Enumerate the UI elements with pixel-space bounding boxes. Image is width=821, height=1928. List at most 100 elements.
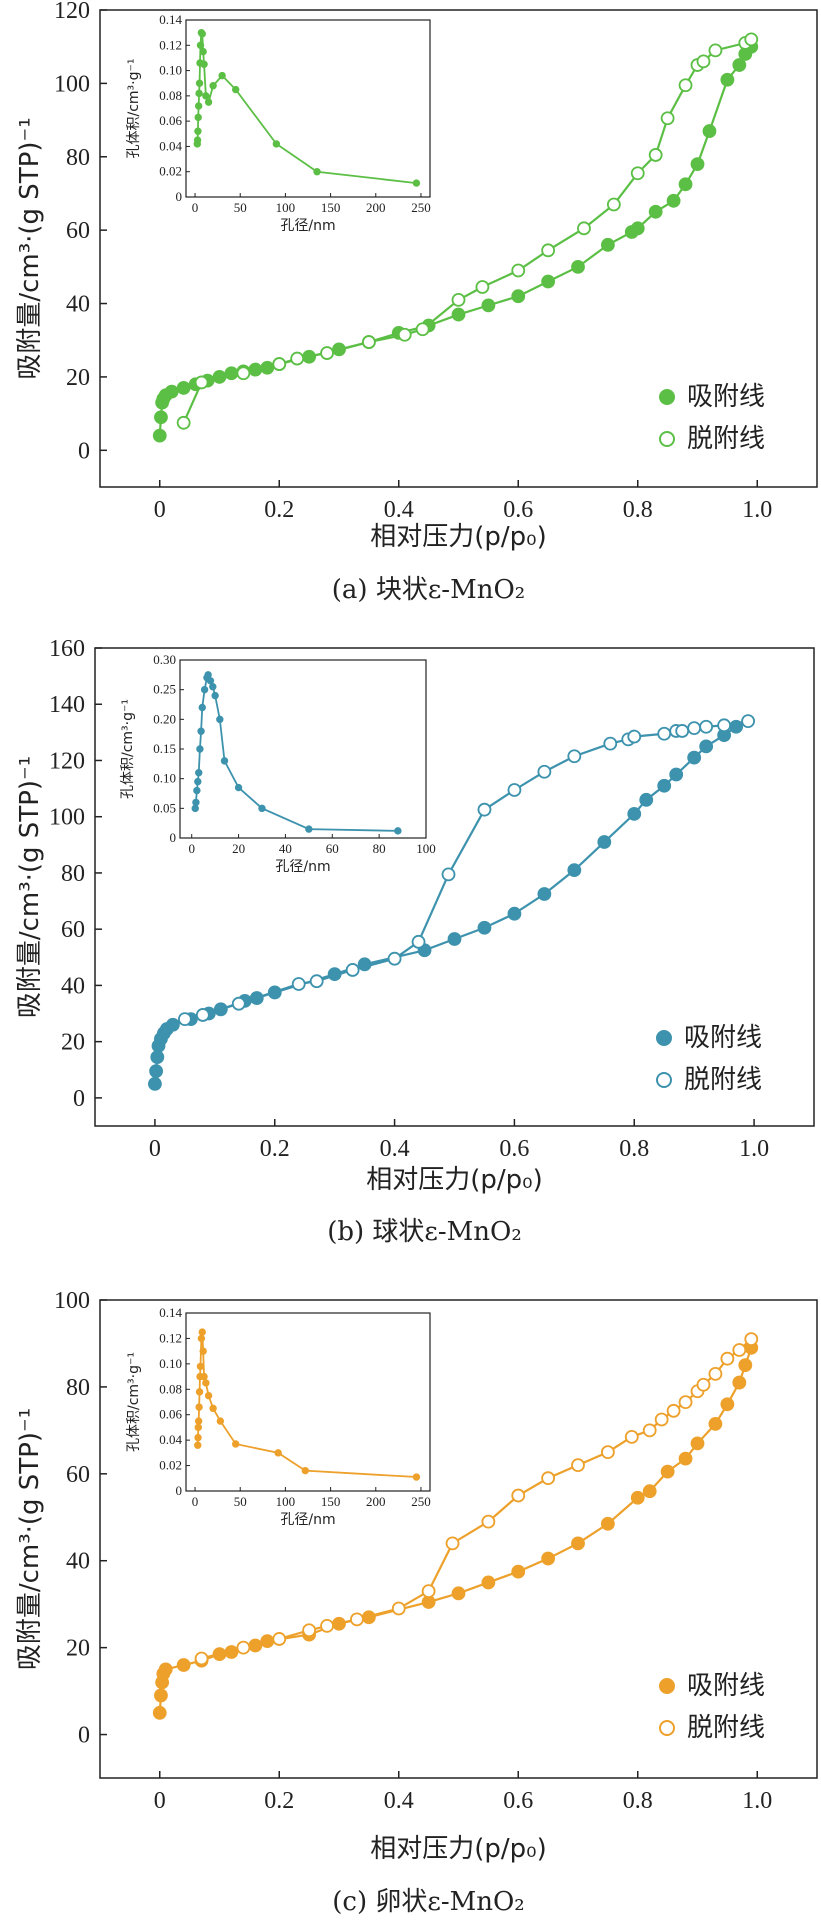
inset-x-tick-label: 50 bbox=[234, 200, 247, 215]
inset-point bbox=[200, 1372, 208, 1381]
x-tick-label: 0.4 bbox=[384, 1788, 414, 1814]
x-axis-label: 相对压力(p/p₀) bbox=[366, 1165, 542, 1195]
inset-y-tick-label: 0.06 bbox=[159, 1407, 182, 1422]
inset-point bbox=[234, 783, 243, 792]
x-axis-label: 相对压力(p/p₀) bbox=[370, 1834, 546, 1864]
desorption-point bbox=[477, 802, 492, 817]
inset-point bbox=[204, 1391, 213, 1400]
y-tick-label: 60 bbox=[66, 1462, 90, 1488]
desorption-point bbox=[236, 366, 251, 381]
desorption-point bbox=[630, 166, 645, 181]
desorption-point bbox=[678, 78, 693, 93]
adsorption-point bbox=[150, 1050, 165, 1065]
adsorption-point bbox=[660, 1464, 675, 1479]
adsorption-point bbox=[481, 298, 496, 313]
adsorption-point bbox=[154, 1688, 168, 1703]
inset-point bbox=[194, 1417, 203, 1425]
adsorption-point bbox=[648, 204, 663, 219]
desorption-point bbox=[511, 263, 526, 278]
x-tick-label: 0.2 bbox=[260, 1136, 290, 1162]
legend-label: 吸附线 bbox=[687, 1671, 765, 1701]
desorption-point bbox=[741, 714, 755, 729]
legend-label: 吸附线 bbox=[687, 382, 765, 412]
inset-x-tick-label: 0 bbox=[192, 1494, 199, 1509]
inset-y-tick-label: 0.02 bbox=[159, 1458, 182, 1473]
desorption-point bbox=[441, 867, 456, 882]
adsorption-point bbox=[690, 1436, 705, 1451]
x-axis-label: 相对压力(p/p₀) bbox=[370, 522, 546, 552]
desorption-point bbox=[717, 718, 732, 733]
inset-frame bbox=[179, 659, 427, 839]
legend-marker bbox=[659, 389, 675, 405]
desorption-point bbox=[350, 1612, 364, 1627]
inset-y-tick-label: 0.15 bbox=[153, 741, 176, 756]
adsorption-point bbox=[165, 1017, 180, 1032]
legend-marker bbox=[656, 1030, 672, 1046]
desorption-point bbox=[236, 1640, 251, 1655]
inset-x-tick-label: 100 bbox=[276, 200, 296, 215]
desorption-point bbox=[654, 1412, 669, 1427]
figure-caption: (c) 卵状ε-MnO₂ bbox=[332, 1887, 524, 1917]
x-tick-label: 0.8 bbox=[623, 1788, 653, 1814]
y-tick-label: 120 bbox=[54, 0, 90, 24]
inset-y-tick-label: 0.06 bbox=[159, 113, 182, 128]
inset-point bbox=[209, 683, 217, 691]
adsorption-point bbox=[678, 1451, 693, 1466]
desorption-point bbox=[302, 1623, 317, 1638]
panel-2: 0 0.2 0.4 0.6 0.8 1.0 0 20 40 60 80 100 相对压力(p/p₀) 吸附… bbox=[15, 1288, 818, 1917]
inset-frame bbox=[185, 19, 431, 198]
inset-point bbox=[195, 1388, 204, 1396]
adsorption-point bbox=[699, 739, 714, 754]
desorption-point bbox=[606, 197, 621, 212]
adsorption-point bbox=[732, 1375, 747, 1390]
inset-y-tick-label: 0.20 bbox=[153, 711, 176, 726]
adsorption-point bbox=[571, 259, 585, 274]
desorption-point bbox=[451, 292, 466, 307]
desorption-point bbox=[345, 963, 360, 977]
inset-x-tick-label: 100 bbox=[276, 1494, 296, 1509]
panel-0: 0 0.2 0.4 0.6 0.8 1.0 0 20 40 60 80 100 120 相对压力(p/p₀… bbox=[15, 0, 818, 605]
desorption-point bbox=[320, 346, 334, 360]
inset-x-tick-label: 80 bbox=[373, 841, 386, 856]
adsorption-point bbox=[732, 58, 747, 72]
desorption-point bbox=[272, 357, 287, 371]
desorption-point bbox=[696, 54, 711, 69]
figure-caption: (a) 块状ε-MnO₂ bbox=[332, 575, 525, 605]
desorption-point bbox=[699, 719, 714, 734]
desorption-point bbox=[445, 1536, 460, 1551]
x-tick-label: 0.6 bbox=[503, 1788, 533, 1814]
inset-point bbox=[198, 30, 206, 38]
adsorption-point bbox=[164, 384, 179, 399]
inset-point bbox=[199, 1347, 207, 1355]
inset-x-tick-label: 150 bbox=[321, 1494, 341, 1509]
inset-x-axis-label: 孔径/nm bbox=[275, 859, 330, 875]
x-tick-label: 1.0 bbox=[739, 1136, 769, 1162]
y-tick-label: 0 bbox=[78, 1723, 90, 1749]
inset-y-tick-label: 0.10 bbox=[159, 1356, 182, 1371]
adsorption-point bbox=[627, 806, 642, 821]
inset-y-tick-label: 0.12 bbox=[159, 37, 182, 52]
inset-point bbox=[193, 786, 201, 795]
inset-y-tick-label: 0.04 bbox=[159, 138, 182, 153]
adsorption-point bbox=[708, 1416, 723, 1431]
x-tick-label: 0.6 bbox=[499, 1136, 529, 1162]
inset-point bbox=[218, 71, 226, 80]
y-tick-label: 0 bbox=[73, 1086, 85, 1112]
inset-x-tick-label: 0 bbox=[192, 200, 199, 215]
adsorption-point bbox=[630, 221, 645, 236]
desorption-point bbox=[194, 375, 209, 390]
adsorption-point bbox=[720, 1397, 735, 1412]
inset-chart: 0 50 100 150 200 250 0 0.02 0.04 0.06 0.08 0.10 0.12… bbox=[126, 1305, 431, 1528]
desorption-point bbox=[571, 1458, 585, 1473]
x-tick-label: 0.2 bbox=[264, 497, 294, 523]
legend-label: 脱附线 bbox=[684, 1065, 762, 1095]
inset-point bbox=[191, 804, 199, 813]
inset-point bbox=[195, 769, 203, 777]
desorption-point bbox=[648, 148, 663, 162]
y-tick-label: 20 bbox=[66, 365, 90, 391]
inset-x-tick-label: 200 bbox=[366, 200, 386, 215]
desorption-point bbox=[320, 1619, 334, 1633]
adsorption-point bbox=[511, 1564, 526, 1579]
inset-point bbox=[216, 1417, 225, 1425]
y-tick-label: 80 bbox=[66, 145, 90, 171]
